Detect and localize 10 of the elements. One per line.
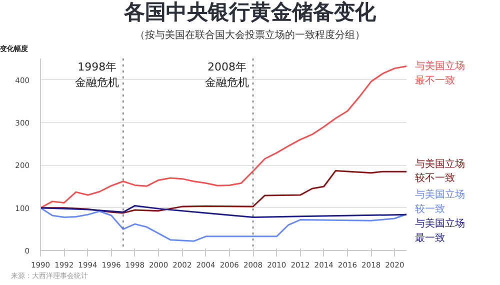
- chart-title: 各国中央银行黄金储备变化: [124, 0, 376, 24]
- series-label: 与美国立场较不一致: [415, 158, 466, 184]
- chart-subtitle: （按与美国在联合国大会投票立场的一致程度分组）: [135, 30, 365, 42]
- series-label: 与美国立场最一致: [415, 218, 466, 244]
- line-series: [40, 204, 406, 218]
- ref-line-label: 1998年金融危机: [75, 60, 120, 90]
- series-label: 与美国立场较一致: [415, 188, 466, 215]
- ref-line-label: 2008年金融危机: [205, 60, 250, 90]
- series-label: 与美国立场最不一致: [415, 60, 466, 87]
- line-series: [40, 207, 406, 242]
